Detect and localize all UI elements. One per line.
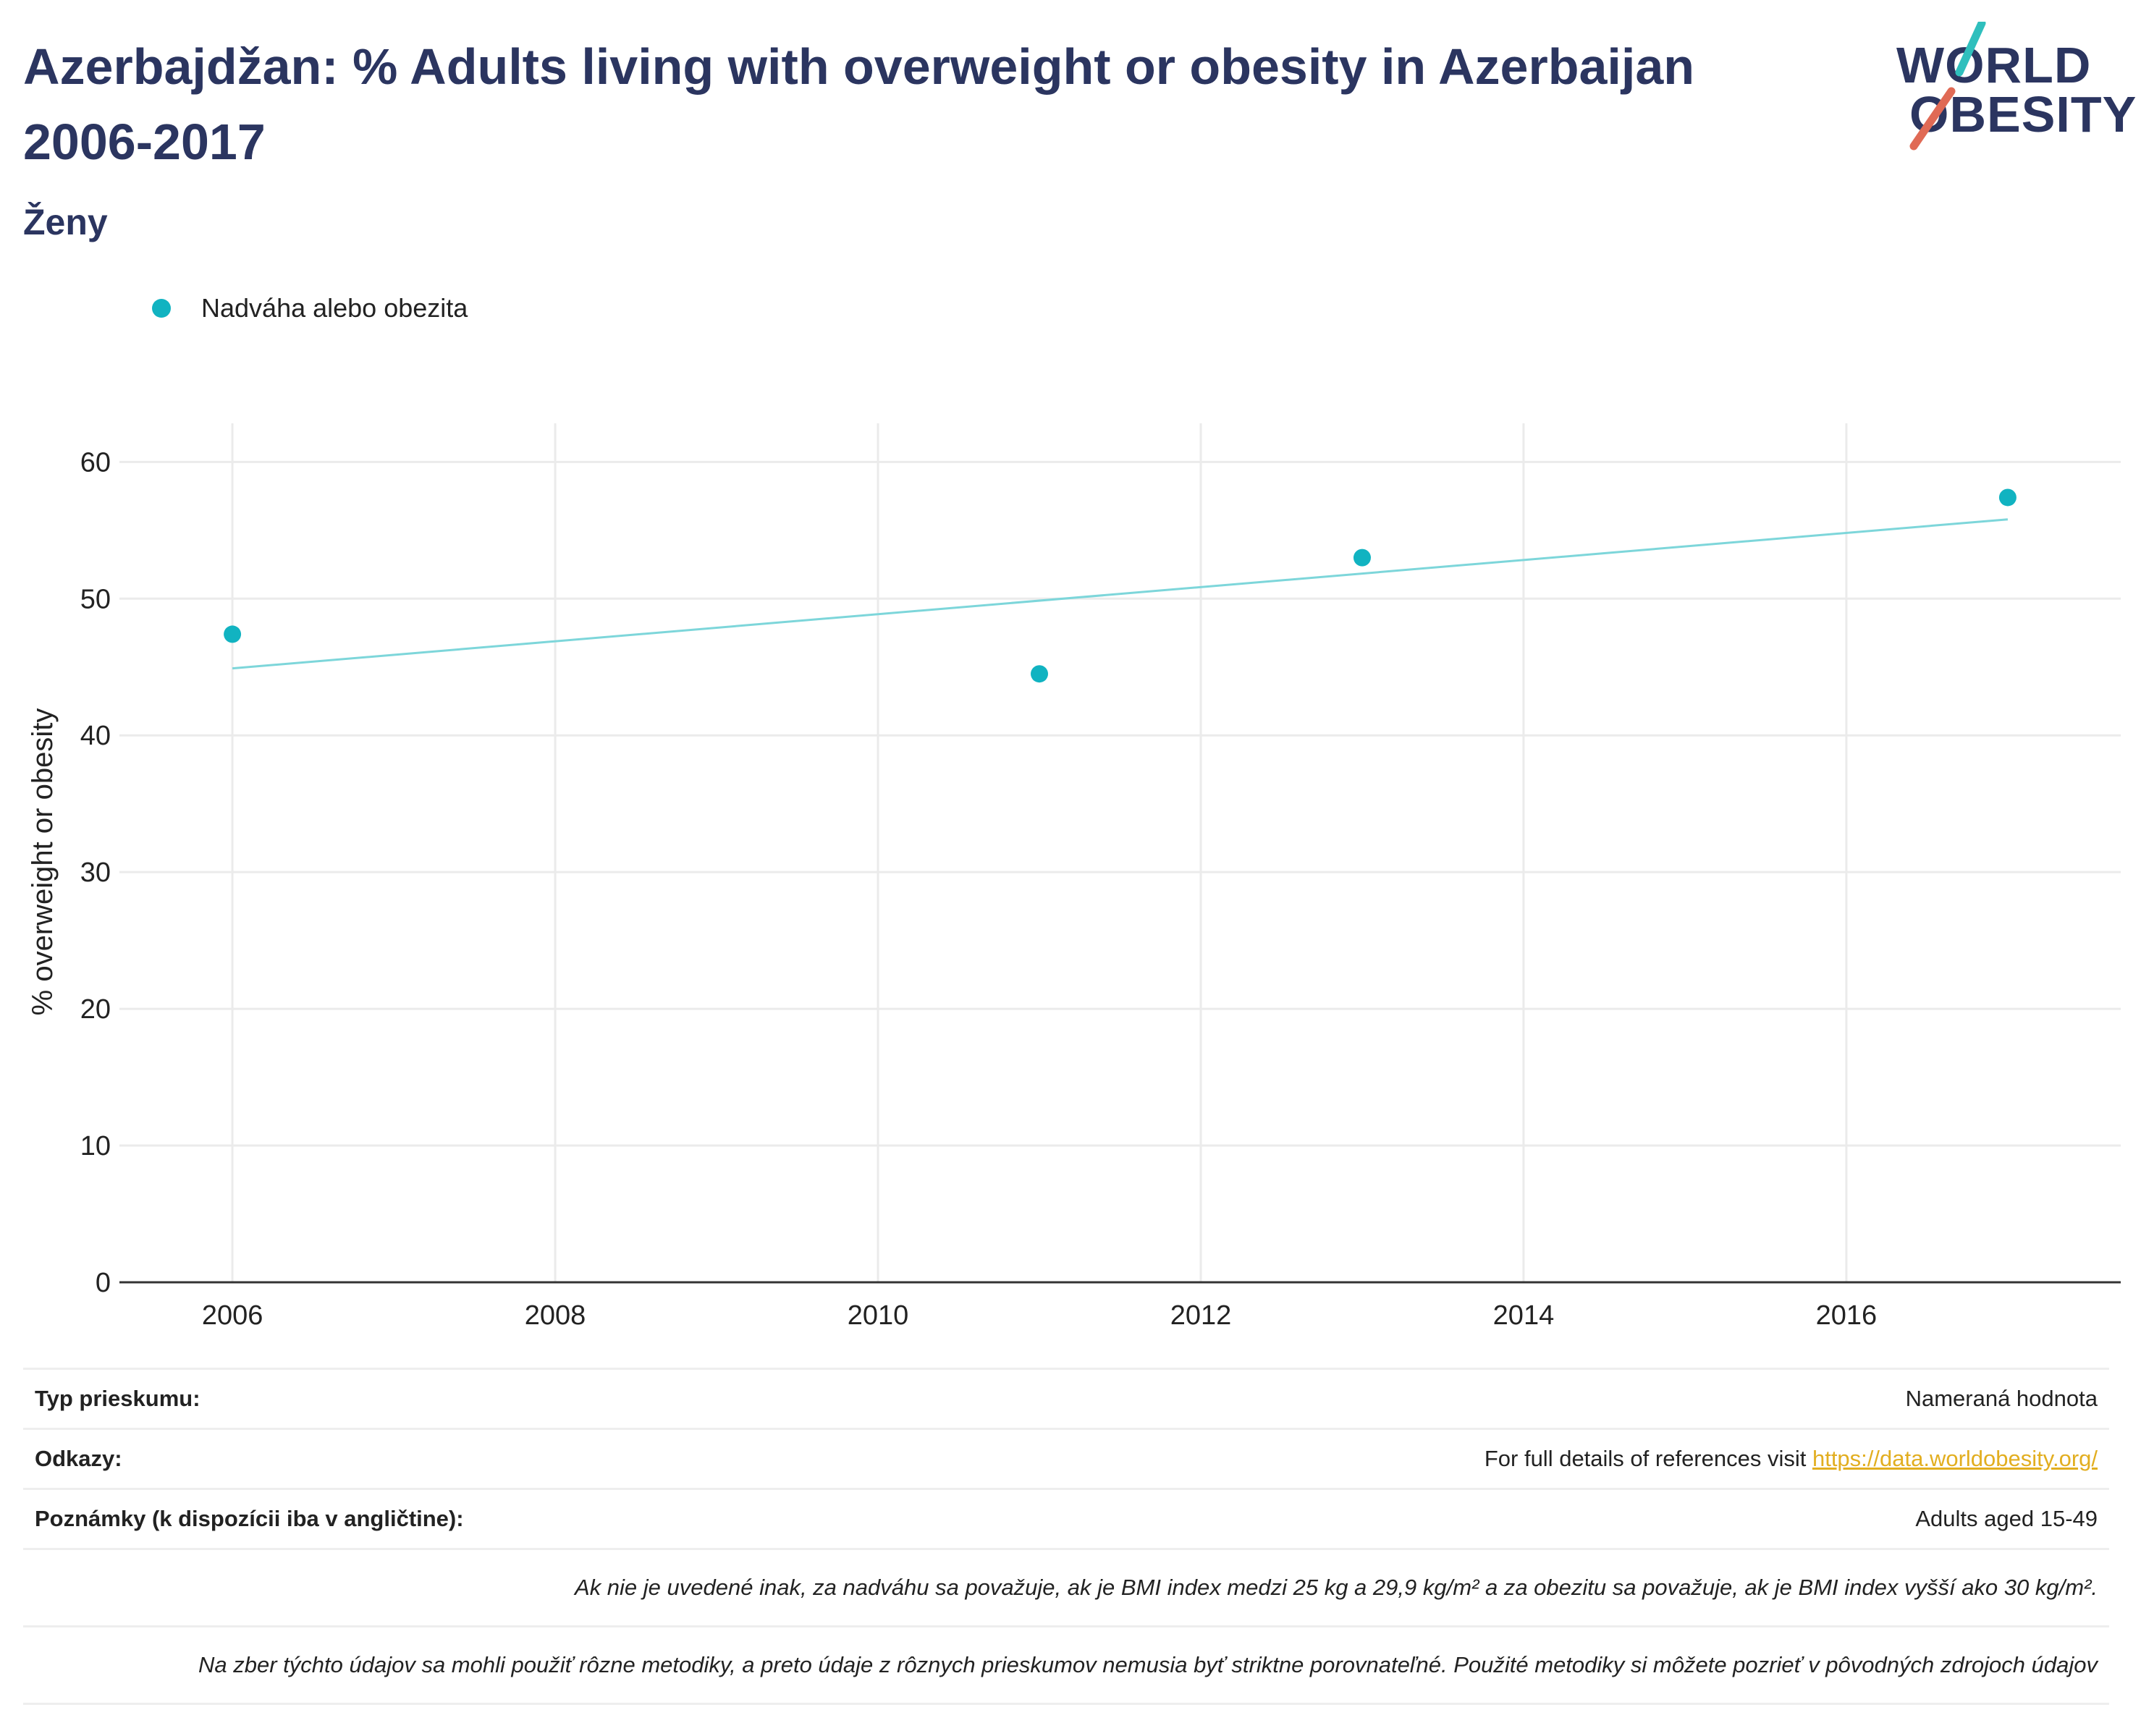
y-tick-label: 50 — [80, 584, 111, 614]
x-tick-label: 2014 — [1493, 1300, 1555, 1331]
info-row-notes: Poznámky (k dispozícii iba v angličtine)… — [23, 1488, 2109, 1549]
references-text: For full details of references visit — [1484, 1446, 1812, 1471]
info-row-bmi-note: Ak nie je uvedené inak, za nadváhu sa po… — [23, 1548, 2109, 1627]
bmi-note: Ak nie je uvedené inak, za nadváhu sa po… — [23, 1548, 2109, 1627]
notes-label: Poznámky (k dispozícii iba v angličtine)… — [23, 1488, 890, 1549]
chart-title: Azerbajdžan: % Adults living with overwe… — [23, 38, 1695, 170]
x-tick-label: 2006 — [202, 1300, 263, 1331]
y-tick-label: 40 — [80, 721, 111, 751]
info-table: Typ prieskumu: Nameraná hodnota Odkazy: … — [23, 1368, 2109, 1705]
legend-label: Nadváha alebo obezita — [201, 293, 468, 323]
data-point — [1353, 549, 1371, 567]
survey-type-label: Typ prieskumu: — [23, 1368, 890, 1429]
y-tick-label: 60 — [80, 447, 111, 478]
notes-value: Adults aged 15-49 — [890, 1488, 2109, 1549]
x-tick-label: 2012 — [1170, 1300, 1232, 1331]
logo-text-world: WORLD — [1896, 37, 2092, 93]
methods-note: Na zber týchto údajov sa mohli použiť rô… — [23, 1625, 2109, 1705]
y-tick-label: 0 — [96, 1268, 111, 1298]
legend-marker — [152, 299, 171, 318]
x-tick-label: 2008 — [525, 1300, 586, 1331]
y-axis-title: % overweight or obesity — [27, 708, 59, 1016]
references-label: Odkazy: — [23, 1428, 890, 1489]
chart-subtitle: Ženy — [23, 202, 108, 242]
data-point — [1031, 665, 1049, 683]
data-point — [224, 625, 242, 643]
references-link[interactable]: https://data.worldobesity.org/ — [1812, 1446, 2098, 1471]
y-tick-label: 20 — [80, 994, 111, 1025]
trend-line — [232, 518, 2009, 670]
info-row-methods-note: Na zber týchto údajov sa mohli použiť rô… — [23, 1625, 2109, 1705]
data-point — [1998, 488, 2017, 507]
survey-type-value: Nameraná hodnota — [890, 1368, 2109, 1429]
scatter-chart: 0 10 20 30 40 50 60 2006 2008 2010 2012 2014 2016 % o… — [27, 423, 2121, 1331]
x-tick-label: 2016 — [1816, 1300, 1878, 1331]
y-tick-label: 30 — [80, 858, 111, 888]
info-row-survey: Typ prieskumu: Nameraná hodnota — [23, 1368, 2109, 1429]
chart-legend: Nadváha alebo obezita — [152, 293, 468, 323]
info-row-references: Odkazy: For full details of references v… — [23, 1428, 2109, 1489]
references-value: For full details of references visit htt… — [890, 1428, 2109, 1489]
logo-slash-icon — [1909, 22, 1986, 151]
world-obesity-logo: WORLD OBESITY — [1889, 22, 2136, 152]
x-tick-label: 2010 — [848, 1300, 909, 1331]
y-tick-label: 10 — [80, 1131, 111, 1161]
